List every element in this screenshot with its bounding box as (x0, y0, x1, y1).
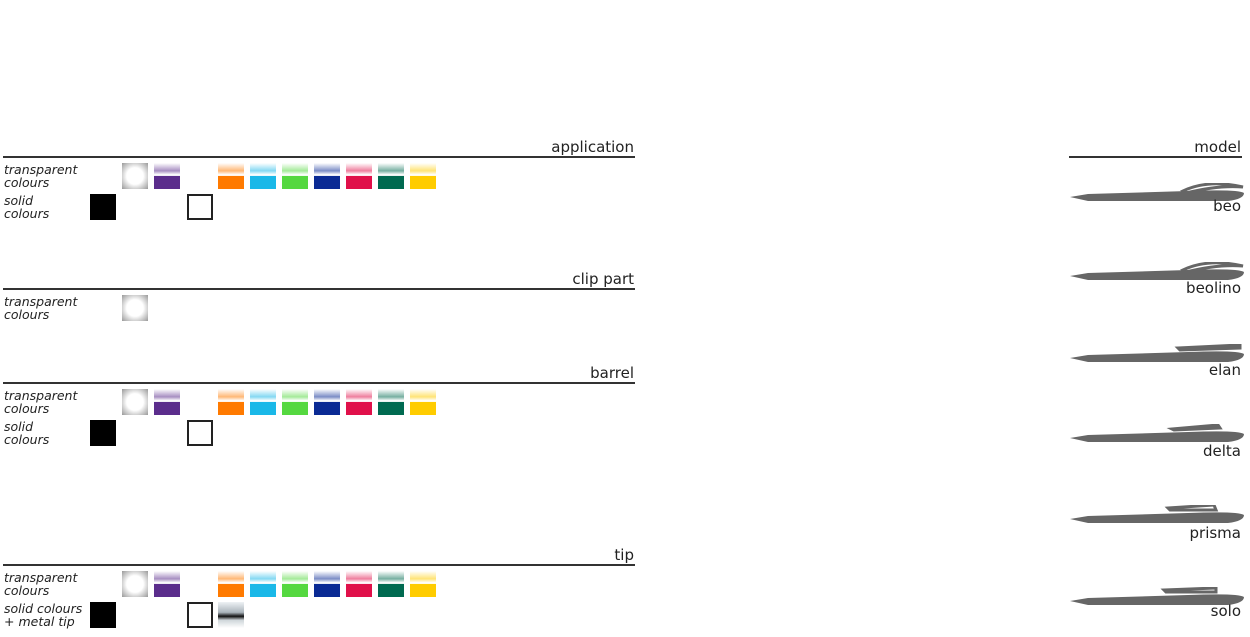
swatch (314, 571, 340, 597)
swatch (346, 389, 372, 415)
swatch (410, 571, 436, 597)
model-name: beolino (1186, 279, 1241, 297)
divider (1069, 156, 1242, 158)
swatch (187, 420, 213, 446)
row-label: transparent colours (4, 163, 77, 189)
row-label: solid colours + metal tip (4, 602, 82, 628)
swatch (187, 194, 213, 220)
swatch (154, 571, 180, 597)
row-label: transparent colours (4, 571, 77, 597)
swatch (90, 602, 116, 628)
divider (3, 288, 635, 290)
swatch (282, 389, 308, 415)
label-line: transparent (4, 162, 78, 177)
label-line: solid (4, 193, 34, 208)
label-line: colours (4, 175, 50, 190)
swatch (154, 389, 180, 415)
label-line: colours (4, 307, 50, 322)
swatch (314, 389, 340, 415)
swatch (122, 295, 148, 321)
divider (3, 156, 635, 158)
swatch (250, 389, 276, 415)
model-title: model (1194, 138, 1241, 156)
swatch (122, 571, 148, 597)
label-line: colours (4, 206, 50, 221)
model-name: beo (1213, 197, 1241, 215)
pen-image (1070, 262, 1244, 280)
model-name: elan (1208, 361, 1241, 379)
swatch (122, 389, 148, 415)
label-line: transparent (4, 294, 78, 309)
section-title: application (551, 138, 634, 156)
swatch (410, 389, 436, 415)
section-title: tip (614, 546, 634, 564)
model-name: solo (1210, 602, 1241, 620)
swatch (154, 163, 180, 189)
swatch (218, 163, 244, 189)
pen-image (1070, 183, 1244, 201)
swatch (90, 571, 116, 597)
swatch (250, 163, 276, 189)
model-name: prisma (1189, 524, 1241, 542)
swatch (378, 389, 404, 415)
label-line: colours (4, 583, 50, 598)
label-line: colours (4, 401, 50, 416)
swatch (122, 163, 148, 189)
label-line: solid colours (4, 601, 83, 616)
pen-image (1070, 505, 1244, 523)
label-line: transparent (4, 388, 78, 403)
swatch (314, 163, 340, 189)
model-name: delta (1203, 442, 1241, 460)
swatch (90, 194, 116, 220)
row-label: solid colours (4, 194, 49, 220)
swatch (250, 571, 276, 597)
row-label: transparent colours (4, 389, 77, 415)
row-label: transparent colours (4, 295, 77, 321)
swatch (90, 389, 116, 415)
pen-image (1070, 424, 1244, 442)
row-label: solid colours (4, 420, 49, 446)
label-line: colours (4, 432, 50, 447)
swatch (410, 163, 436, 189)
pen-image (1070, 344, 1244, 362)
swatch (378, 163, 404, 189)
section-title: barrel (590, 364, 634, 382)
label-line: solid (4, 419, 34, 434)
swatch (90, 163, 116, 189)
divider (3, 382, 635, 384)
pen-image (1070, 587, 1244, 605)
swatch (282, 571, 308, 597)
divider (3, 564, 635, 566)
swatch (346, 163, 372, 189)
swatch (218, 571, 244, 597)
label-line: transparent (4, 570, 78, 585)
swatch (378, 571, 404, 597)
swatch (282, 163, 308, 189)
section-title: clip part (572, 270, 634, 288)
swatch (218, 602, 244, 628)
swatch (346, 571, 372, 597)
swatch (90, 420, 116, 446)
swatch (187, 602, 213, 628)
swatch (218, 389, 244, 415)
label-line: + metal tip (4, 614, 75, 629)
